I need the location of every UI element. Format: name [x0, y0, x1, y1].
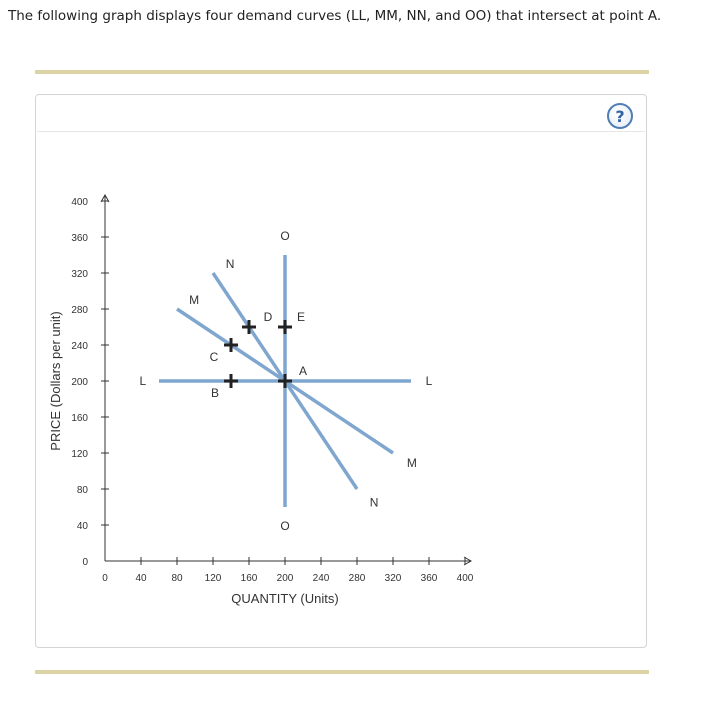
y-tick-label: 200	[71, 377, 88, 388]
x-tick-label: 360	[421, 573, 438, 584]
y-axis-title: PRICE (Dollars per unit)	[48, 311, 63, 450]
curve-label-n: N	[226, 257, 235, 271]
graph-panel	[35, 94, 647, 648]
point-c-label: C	[210, 350, 219, 364]
point-a-marker[interactable]	[278, 374, 292, 388]
help-button[interactable]: ?	[607, 103, 633, 129]
x-tick-label: 280	[349, 573, 366, 584]
y-tick-label: 160	[71, 413, 88, 424]
x-tick-label: 0	[102, 573, 108, 584]
point-e-marker[interactable]	[278, 320, 292, 334]
points[interactable]: A B C D E	[210, 310, 307, 400]
x-axis-arrow-icon	[463, 556, 473, 566]
curve-label-l: L	[426, 374, 433, 388]
top-divider	[35, 70, 649, 74]
x-tick-label: 80	[171, 573, 183, 584]
x-tick-label: 160	[241, 573, 258, 584]
curve-label-m: M	[189, 293, 199, 307]
x-tick-label: 320	[385, 573, 402, 584]
y-tick-label: 240	[71, 341, 88, 352]
x-tick-label: 200	[277, 573, 294, 584]
question-text: The following graph displays four demand…	[8, 8, 662, 24]
y-tick-label: 400	[71, 197, 88, 208]
point-a-label: A	[299, 364, 307, 378]
x-tick-label: 120	[205, 573, 222, 584]
x-tick-label: 40	[135, 573, 147, 584]
point-b-label: B	[211, 386, 219, 400]
point-c-marker[interactable]	[224, 338, 238, 352]
panel-header-divider	[37, 131, 645, 132]
bottom-divider	[35, 670, 649, 674]
curve-labels: L L M M N N O O	[139, 229, 432, 533]
y-tick-label: 320	[71, 269, 88, 280]
question-mark-icon: ?	[615, 106, 625, 126]
point-d-label: D	[264, 310, 273, 324]
curve-label-l: L	[139, 374, 146, 388]
curve-label-o: O	[280, 229, 289, 243]
curve-label-o: O	[280, 519, 289, 533]
point-d-marker[interactable]	[242, 320, 256, 334]
y-tick-label: 360	[71, 233, 88, 244]
x-axis-title: QUANTITY (Units)	[231, 591, 338, 606]
y-tick-label: 120	[71, 449, 88, 460]
x-tick-label: 240	[313, 573, 330, 584]
point-b-marker[interactable]	[224, 374, 238, 388]
y-tick-label: 80	[77, 485, 89, 496]
x-tick-label: 400	[457, 573, 474, 584]
y-axis-arrow-icon	[100, 193, 110, 203]
axes: 0 40 80 120 160 200 240 280 320 360 400 0 40 80 120 160…	[71, 193, 474, 584]
curve-label-m: M	[407, 456, 417, 470]
curve-label-n: N	[370, 496, 379, 510]
point-e-label: E	[297, 310, 305, 324]
y-tick-label: 0	[82, 557, 88, 568]
y-tick-label: 40	[77, 521, 89, 532]
y-tick-label: 280	[71, 305, 88, 316]
